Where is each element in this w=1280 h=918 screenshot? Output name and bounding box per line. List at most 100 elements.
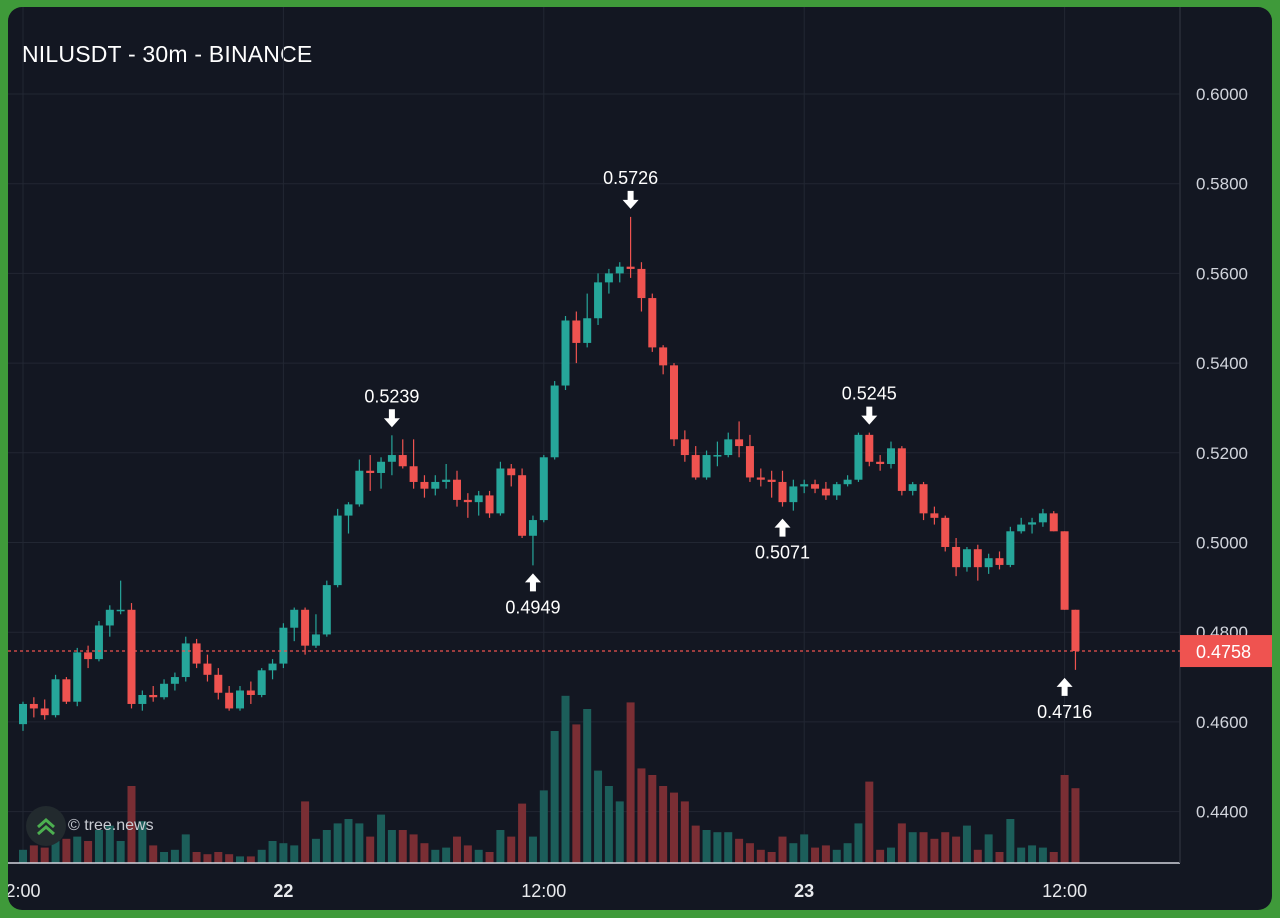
volume-bar [1028,845,1037,863]
volume-bar [420,843,429,863]
y-tick-label: 0.5400 [1196,354,1248,373]
candle-body [572,320,581,343]
volume-bar [561,695,570,863]
volume-bar [355,823,364,863]
volume-bar [930,838,939,863]
volume-bar [116,841,125,863]
volume-bar [507,836,516,863]
candle-body [138,694,147,704]
volume-bar [344,819,353,863]
volume-bar [1049,852,1058,863]
high-label: 0.5245 [842,384,897,404]
volume-bar [876,849,885,863]
volume-bar [181,834,190,863]
x-tick-label: 22 [273,881,293,901]
volume-bar [539,790,548,863]
candle-body [105,609,114,626]
candle-body [246,690,255,695]
candle-body [973,549,982,568]
low-label: 0.5071 [755,543,810,563]
volume-bar [366,836,375,863]
volume-bar [832,849,841,863]
candle-body [876,461,885,465]
volume-bar [105,825,114,863]
volume-bar [659,786,668,863]
candle-body [290,609,299,628]
candle-body [648,298,657,348]
candle-body [1071,609,1080,652]
candle-body [431,481,440,489]
volume-bar [648,775,657,863]
candle-body [995,558,1004,565]
volume-bar [138,821,147,863]
arrow-up-icon [524,573,541,592]
volume-bar [604,786,613,863]
candle-body [919,484,928,514]
candle-body [160,683,169,698]
candle-body [756,477,765,480]
current-price-marker: 0.4758 [8,635,1272,668]
candle-body [680,439,689,456]
y-tick-label: 0.4400 [1196,803,1248,822]
candle-body [962,549,971,568]
volume-bar [214,852,223,863]
volume-bar [778,836,787,863]
volume-bar [713,832,722,863]
candle-body [670,365,678,440]
volume-bar [518,803,527,863]
volume-bar [149,845,158,863]
volume-bar [1038,847,1047,863]
candle-body [442,479,451,482]
volume-bar [962,825,971,863]
candle-body [387,455,396,462]
volume-bar [735,838,744,863]
candle-body [1028,522,1037,525]
candle-body [539,457,548,521]
candle-body [528,520,537,536]
candle-body [594,282,603,319]
volume-bar [333,823,342,863]
candle-body [1060,531,1069,610]
candle-body [127,609,136,704]
volume-bar [62,838,71,863]
volume-bar [572,724,581,863]
candle-body [40,708,49,716]
candle-body [279,627,288,664]
candle-body [984,558,993,568]
axes: 0.60000.58000.56000.54000.52000.50000.48… [8,7,1248,901]
volume-bar [865,781,874,863]
candle-body [236,690,244,709]
candle-body [637,268,646,299]
volume-bar [225,854,234,863]
current-price-label: 0.4758 [1196,642,1251,662]
volume-bar [442,847,451,863]
candle-body [952,546,961,568]
candle-body [420,481,429,489]
volume-bar [160,852,169,863]
low-label: 0.4949 [505,597,560,617]
candle-body [62,679,71,702]
candle-body [604,273,613,283]
chart-title: NILUSDT - 30m - BINANCE [22,41,313,67]
candle-body [659,347,668,366]
y-tick-label: 0.5000 [1196,534,1248,553]
y-tick-label: 0.4600 [1196,713,1248,732]
y-tick-label: 0.5800 [1196,175,1248,194]
volume-bar [821,845,830,863]
volume-bar [1060,775,1069,863]
arrow-up-icon [774,518,791,537]
candle-body [887,448,895,465]
volume-bar [908,832,917,863]
candle-body [550,385,559,458]
volume-bar [637,768,646,863]
candle-body [583,318,592,343]
x-tick-label: 12:00 [521,881,566,901]
candle-body [73,652,82,702]
candlestick-chart[interactable]: 0.5239 0.4949 0.5726 0.5071 0.5245 0.4716 0.6… [8,7,1272,910]
volume-bar [670,792,678,863]
candle-body [832,484,841,496]
candle-body [626,266,635,269]
volume-bar [322,830,331,863]
volume-bar [236,856,244,863]
candle-body [29,703,38,709]
